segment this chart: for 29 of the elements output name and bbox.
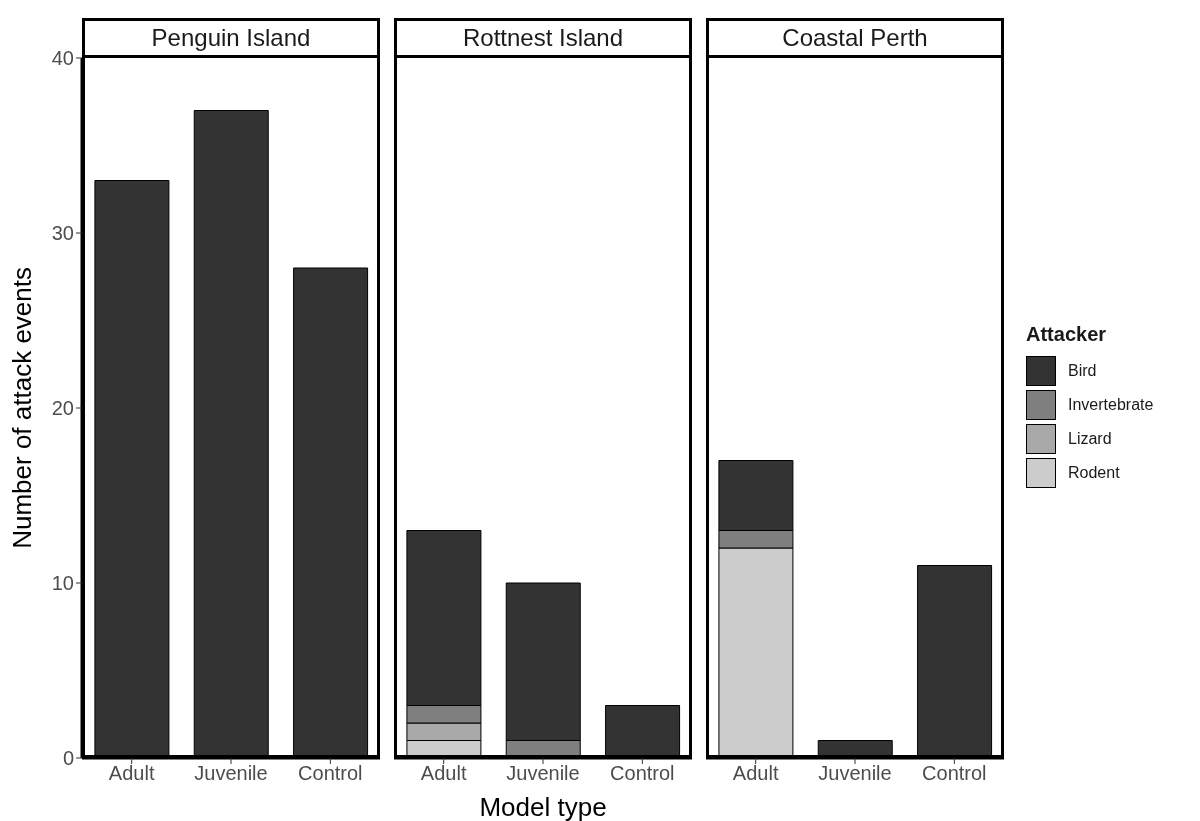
bar bbox=[917, 565, 993, 758]
x-tick-label: Adult bbox=[108, 762, 155, 785]
bar bbox=[605, 705, 681, 758]
x-tick-label: Juvenile bbox=[818, 762, 892, 785]
y-axis-title: Number of attack events bbox=[6, 267, 38, 549]
legend-label: Rodent bbox=[1068, 464, 1120, 482]
x-tick-label: Control bbox=[298, 762, 363, 785]
x-axis-title: Model type bbox=[478, 792, 608, 821]
chart-title: Coastal Perth bbox=[706, 18, 1004, 58]
y-tick-label: 20 bbox=[51, 397, 74, 420]
legend-label: Bird bbox=[1068, 362, 1097, 380]
legend-label: Invertebrate bbox=[1068, 396, 1154, 414]
x-tick-label: Control bbox=[922, 762, 987, 785]
bar bbox=[94, 180, 170, 758]
legend-title: Attacker bbox=[1026, 323, 1108, 346]
y-tick-label: 10 bbox=[51, 572, 74, 595]
x-tick-label: Adult bbox=[732, 762, 779, 785]
y-tick-label: 30 bbox=[51, 222, 74, 245]
bar bbox=[293, 267, 369, 758]
y-tick-label: 0 bbox=[62, 747, 74, 770]
x-tick-label: Juvenile bbox=[194, 762, 268, 785]
chart-title: Rottnest Island bbox=[394, 18, 692, 58]
bar bbox=[193, 110, 269, 758]
x-tick-label: Adult bbox=[420, 762, 467, 785]
chart-title: Penguin Island bbox=[82, 18, 380, 58]
y-tick-label: 40 bbox=[51, 47, 74, 70]
x-tick-label: Control bbox=[610, 762, 675, 785]
legend-label: Lizard bbox=[1068, 430, 1112, 448]
x-tick-label: Juvenile bbox=[506, 762, 580, 785]
